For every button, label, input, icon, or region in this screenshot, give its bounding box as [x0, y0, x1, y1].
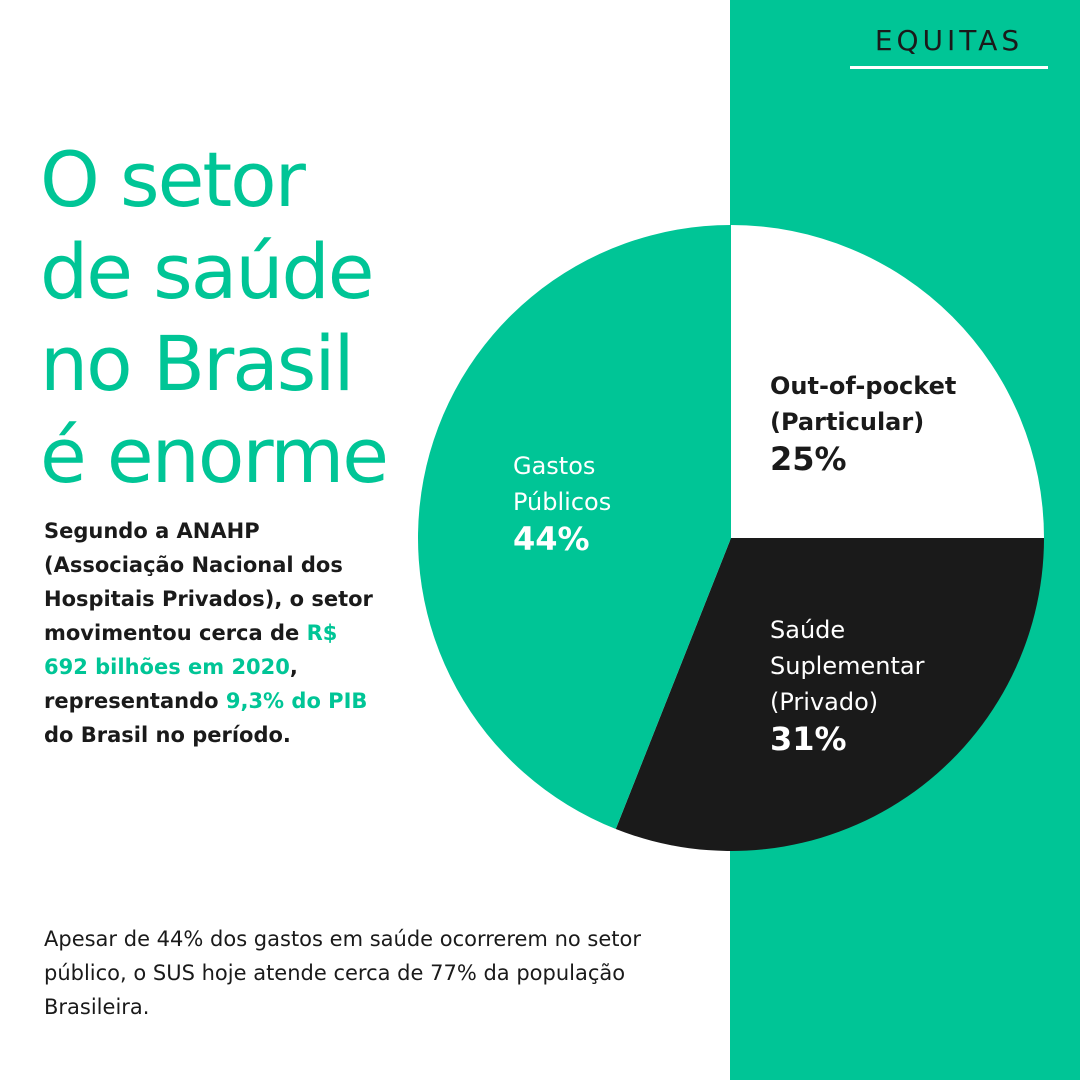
- highlight-revenue: R$ 692 bilhões em 2020: [44, 621, 338, 679]
- slice-out-of-pocket: [731, 225, 1044, 538]
- slice-label-line: Out-of-pocket: [770, 372, 956, 400]
- body-text-part: , representando: [44, 655, 298, 713]
- slice-gastos-publicos: [418, 225, 731, 830]
- slice-saude-suplementar: [615, 538, 1044, 851]
- highlight-gdp: 9,3% do PIB: [225, 689, 368, 713]
- slice-value-label: 25%: [770, 440, 847, 478]
- slice-label: Out-of-pocket (Particular) 25%: [770, 372, 956, 478]
- headline-line: de saúde: [40, 227, 375, 316]
- slice-label-line: Públicos: [513, 488, 611, 516]
- body-text-part: Segundo a ANAHP (Associação Nacional dos…: [44, 519, 373, 645]
- footnote: Apesar de 44% dos gastos em saúde ocorre…: [44, 927, 641, 1019]
- brand-underline: [850, 66, 1048, 69]
- slice-label-line: (Particular): [770, 408, 924, 436]
- body-paragraph: Segundo a ANAHP (Associação Nacional dos…: [44, 514, 374, 752]
- slice-value-label: 44%: [513, 520, 590, 558]
- headline: O setor de saúde no Brasil é enorme: [40, 134, 389, 502]
- headline-line: no Brasil: [40, 319, 355, 408]
- brand-logo: EQUITAS: [874, 24, 1024, 57]
- headline-line: é enorme: [40, 411, 389, 500]
- headline-line: O setor: [40, 135, 306, 224]
- slice-label-line: Gastos: [513, 452, 595, 480]
- slice-label: Saúde Suplementar (Privado) 31%: [770, 616, 925, 758]
- body-text-part: do Brasil no período.: [44, 723, 291, 747]
- slice-label-line: Suplementar: [770, 652, 925, 680]
- slice-value-label: 31%: [770, 720, 847, 758]
- slice-label-line: Saúde: [770, 616, 845, 644]
- slice-label-line: (Privado): [770, 688, 878, 716]
- slice-label: Gastos Públicos 44%: [513, 452, 611, 558]
